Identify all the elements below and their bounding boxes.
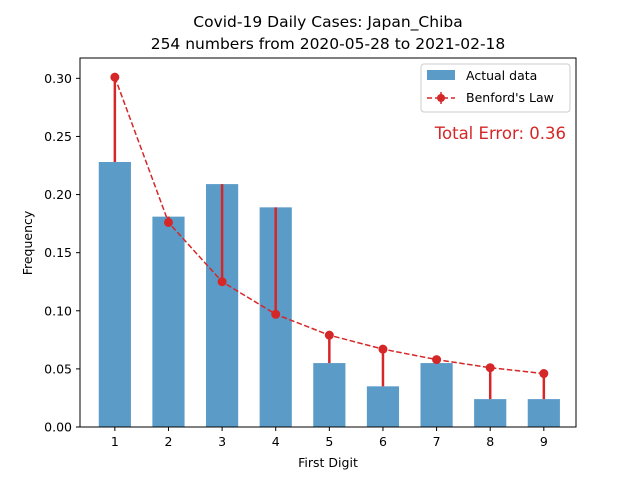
plot-frame: [79, 57, 577, 428]
legend-actual-swatch: [427, 70, 455, 80]
legend-benford-label: Benford's Law: [466, 90, 554, 105]
x-tick-label: 8: [486, 434, 494, 449]
bar-digit-9: [527, 399, 560, 427]
y-tick-label: 0.20: [44, 187, 72, 202]
y-tick-label: 0.30: [44, 71, 72, 86]
bar-digit-7: [420, 363, 453, 427]
x-tick-label: 3: [218, 434, 226, 449]
y-tick-label: 0.10: [44, 303, 72, 318]
chart-title: Covid-19 Daily Cases: Japan_Chiba: [193, 13, 462, 32]
benford-marker-digit-5: [324, 330, 334, 340]
x-axis-label: First Digit: [298, 455, 358, 470]
x-axis: 1 2 3 4 5 6 7 8 9: [111, 427, 548, 449]
bar-digit-1: [98, 162, 131, 427]
benford-marker-digit-8: [485, 363, 495, 373]
legend-box: [420, 63, 571, 113]
bar-digit-8: [474, 399, 507, 427]
benford-marker-digit-9: [539, 369, 549, 379]
chart-subtitle: 254 numbers from 2020-05-28 to 2021-02-1…: [151, 35, 506, 53]
legend: Actual data Benford's Law: [420, 63, 571, 113]
bar-digit-5: [313, 363, 346, 427]
x-tick-label: 1: [111, 434, 119, 449]
bar-digit-2: [152, 216, 185, 427]
benford-marker-digit-3: [217, 277, 227, 287]
y-tick-label: 0.25: [44, 129, 72, 144]
legend-benford-marker: [437, 94, 445, 102]
y-tick-label: 0.05: [44, 361, 72, 376]
error-lines-group: [113, 77, 546, 400]
legend-actual-label: Actual data: [466, 68, 537, 83]
x-tick-label: 6: [379, 434, 387, 449]
x-tick-label: 7: [433, 434, 441, 449]
benford-marker-digit-4: [271, 309, 281, 319]
benford-marker-digit-1: [110, 72, 120, 82]
x-tick-label: 2: [164, 434, 172, 449]
y-tick-label: 0.00: [44, 420, 72, 435]
benford-marker-digit-2: [163, 217, 173, 227]
benford-marker-digit-6: [378, 344, 388, 354]
total-error-annotation: Total Error: 0.36: [434, 124, 566, 143]
y-axis: 0.00 0.05 0.10 0.15 0.20 0.25 0.30: [44, 71, 80, 435]
benford-marker-digit-7: [432, 355, 442, 365]
y-tick-label: 0.15: [44, 245, 72, 260]
x-tick-label: 9: [540, 434, 548, 449]
x-tick-label: 4: [272, 434, 280, 449]
y-axis-label: Frequency: [20, 210, 35, 275]
benford-line-group: [110, 72, 549, 379]
x-tick-label: 5: [325, 434, 333, 449]
bar-digit-6: [366, 386, 400, 427]
